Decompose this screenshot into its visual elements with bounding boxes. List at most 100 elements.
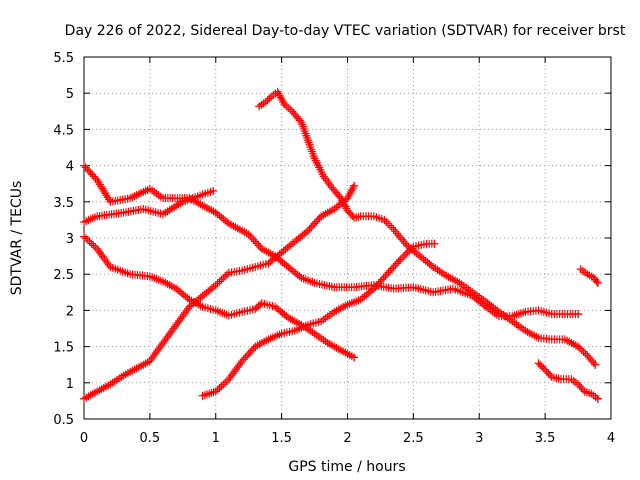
data-point — [344, 192, 353, 201]
data-point — [166, 328, 175, 337]
data-point — [205, 389, 214, 398]
data-point — [80, 161, 88, 170]
y-tick-label: 5 — [66, 87, 74, 102]
data-point — [273, 87, 282, 96]
y-tick-label: 2 — [66, 304, 74, 319]
data-point — [280, 100, 289, 109]
data-point — [246, 348, 255, 357]
data-point — [430, 239, 439, 248]
data-point — [514, 310, 523, 319]
data-point — [215, 383, 224, 392]
data-point — [382, 217, 391, 226]
data-point — [391, 227, 400, 236]
data-point — [254, 241, 263, 250]
data-point — [252, 239, 261, 248]
data-point — [244, 230, 253, 239]
data-point — [247, 346, 256, 355]
data-point — [396, 233, 405, 242]
data-point — [164, 330, 173, 339]
data-point — [312, 217, 321, 226]
x-tick-label: 2 — [343, 431, 351, 446]
data-point — [385, 221, 394, 230]
data-point — [512, 310, 521, 319]
data-point — [493, 306, 502, 315]
data-point — [379, 273, 388, 282]
data-point — [350, 353, 359, 362]
data-point — [223, 217, 232, 226]
data-point — [154, 345, 163, 354]
series-arc-8 — [576, 265, 602, 287]
data-point — [519, 308, 528, 317]
data-point — [575, 382, 584, 391]
data-point — [539, 364, 548, 373]
data-point — [350, 181, 359, 190]
data-point — [373, 281, 382, 290]
data-point — [575, 344, 584, 353]
data-point — [198, 391, 207, 400]
x-tick-label: 3 — [475, 431, 483, 446]
data-point — [345, 190, 354, 199]
data-point — [83, 236, 92, 245]
data-point — [369, 284, 378, 293]
data-point — [159, 338, 168, 347]
data-point — [397, 235, 406, 244]
x-tick-label: 1 — [212, 431, 220, 446]
data-point — [227, 371, 236, 380]
y-tick-label: 1.5 — [53, 341, 74, 356]
data-point — [274, 89, 283, 98]
data-point — [282, 312, 291, 321]
data-point — [367, 286, 376, 295]
data-point — [88, 170, 97, 179]
data-point — [160, 336, 169, 345]
data-point — [226, 373, 235, 382]
data-point — [339, 198, 348, 207]
data-point — [295, 116, 304, 125]
data-point — [232, 365, 241, 374]
data-point — [263, 96, 272, 105]
grid — [84, 57, 611, 419]
data-point — [391, 261, 400, 270]
data-point — [153, 347, 162, 356]
data-point — [169, 324, 178, 333]
data-point — [211, 387, 220, 396]
data-point — [308, 221, 317, 230]
data-point — [247, 234, 256, 242]
data-point — [403, 248, 412, 257]
data-point — [256, 300, 265, 309]
data-point — [396, 255, 405, 264]
data-point — [348, 183, 357, 192]
data-point — [579, 347, 588, 356]
data-point — [209, 186, 218, 195]
data-point — [209, 282, 218, 291]
data-point — [343, 206, 352, 215]
data-point — [371, 282, 380, 291]
data-point — [99, 252, 108, 261]
y-tick-label: 3 — [66, 232, 74, 247]
data-point — [150, 351, 159, 360]
data-point — [81, 163, 90, 172]
data-point — [241, 353, 250, 362]
x-tick-label: 0 — [80, 431, 88, 446]
data-point — [176, 314, 185, 323]
data-point — [213, 385, 222, 394]
data-point — [217, 275, 226, 284]
data-point — [181, 308, 190, 317]
y-tick-label: 2.5 — [53, 268, 74, 283]
data-point — [310, 219, 319, 228]
series-arc-5 — [255, 87, 600, 369]
data-point — [338, 196, 347, 205]
data-point — [581, 349, 590, 358]
data-point — [81, 234, 90, 243]
chart-title: Day 226 of 2022, Sidereal Day-to-day VTE… — [65, 23, 626, 39]
data-point — [230, 367, 239, 376]
data-point — [313, 215, 322, 224]
data-point — [577, 383, 586, 392]
data-point — [275, 91, 284, 100]
data-point — [80, 232, 88, 241]
data-point — [399, 251, 408, 260]
data-point — [399, 237, 408, 246]
data-point — [101, 256, 110, 265]
data-point — [401, 239, 410, 248]
series-arc-4 — [80, 181, 359, 403]
